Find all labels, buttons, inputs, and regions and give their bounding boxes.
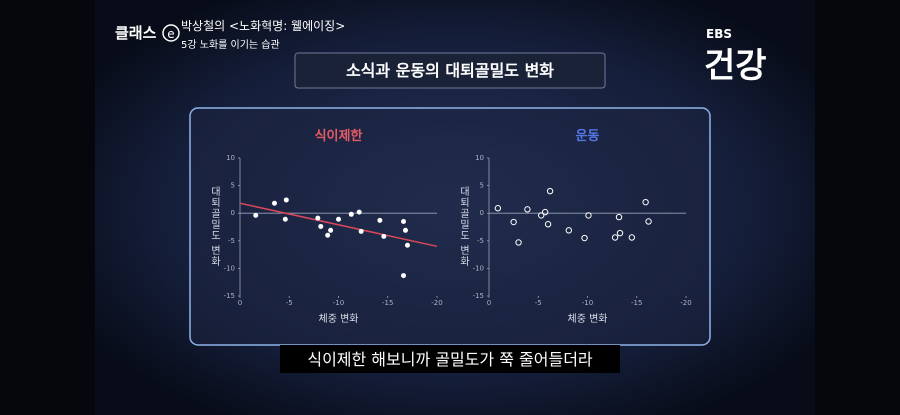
y-tick-label: -15: [473, 292, 484, 300]
title: 소식과 운동의 대퇴골밀도 변화: [346, 61, 554, 80]
point: [318, 223, 324, 229]
point: [565, 227, 572, 234]
point: [402, 227, 408, 233]
caption: 식이제한 해보니까 골밀도가 쭉 줄어들더라: [307, 350, 593, 369]
x-axis-label: 체중 변화: [319, 313, 359, 325]
logo: 클래스: [115, 24, 157, 42]
x-tick-label: -15: [631, 299, 642, 307]
point: [253, 212, 259, 218]
x-tick-label: -10: [582, 299, 593, 307]
point: [328, 227, 334, 233]
point: [524, 206, 531, 213]
point: [494, 205, 502, 212]
point: [541, 208, 549, 216]
y-tick-label: 5: [480, 182, 484, 190]
x-tick-label: -10: [333, 299, 344, 307]
title-box: [294, 52, 606, 89]
chart-title: 식이제한: [315, 128, 363, 144]
logo-ring: [162, 24, 180, 42]
point: [381, 233, 387, 239]
x-axis-label: 체중 변화: [568, 313, 608, 325]
point: [615, 213, 623, 221]
x-tick-label: -5: [286, 299, 293, 307]
point: [544, 221, 552, 228]
y-axis-label: 대퇴골밀도 변화: [458, 186, 470, 267]
point: [283, 197, 289, 203]
point: [377, 217, 383, 223]
y-tick-label: 5: [231, 182, 235, 190]
y-tick-label: 10: [226, 154, 235, 162]
point: [628, 234, 636, 241]
caption-box: [280, 345, 620, 373]
y-tick-label: -10: [224, 264, 235, 272]
point: [271, 200, 277, 206]
y-tick-label: -10: [473, 264, 484, 272]
y-tick-label: -5: [477, 237, 484, 245]
panel: [189, 107, 711, 346]
channel-name: 건강: [704, 46, 767, 86]
point: [336, 216, 341, 222]
x-tick-label: -20: [431, 299, 442, 307]
y-tick-label: -5: [228, 237, 235, 245]
point: [642, 198, 649, 206]
point: [358, 228, 364, 234]
x-tick-label: 0: [238, 299, 242, 307]
y-axis-label: 대퇴골밀도 변화: [209, 186, 221, 267]
x-tick-label: -5: [535, 299, 542, 307]
point: [401, 273, 407, 279]
point: [585, 212, 592, 219]
chart-title: 운동: [576, 129, 600, 144]
point: [611, 234, 619, 241]
point: [616, 229, 624, 237]
y-tick-label: 0: [231, 209, 235, 217]
channel-brand: EBS: [706, 27, 732, 41]
logo-mark: e: [167, 27, 174, 41]
point: [515, 239, 522, 246]
point: [538, 212, 545, 219]
point: [401, 218, 407, 224]
point: [546, 187, 554, 195]
point: [645, 218, 652, 225]
y-tick-label: -15: [224, 292, 235, 300]
x-tick-label: -20: [680, 299, 691, 307]
point: [282, 216, 288, 222]
point: [510, 218, 517, 226]
trend-line: [239, 202, 438, 248]
point: [356, 209, 362, 215]
x-tick-label: -15: [382, 299, 393, 307]
point: [404, 242, 410, 248]
x-tick-label: 0: [487, 299, 491, 307]
point: [315, 215, 321, 221]
y-tick-label: 10: [475, 154, 484, 162]
y-tick-label: 0: [480, 209, 484, 217]
point: [581, 234, 588, 242]
episode: 5강 노화를 이기는 습관: [181, 39, 280, 51]
point: [325, 232, 331, 238]
program: 박상철의 <노화혁명: 웰에이징>: [181, 19, 345, 33]
point: [348, 211, 354, 217]
